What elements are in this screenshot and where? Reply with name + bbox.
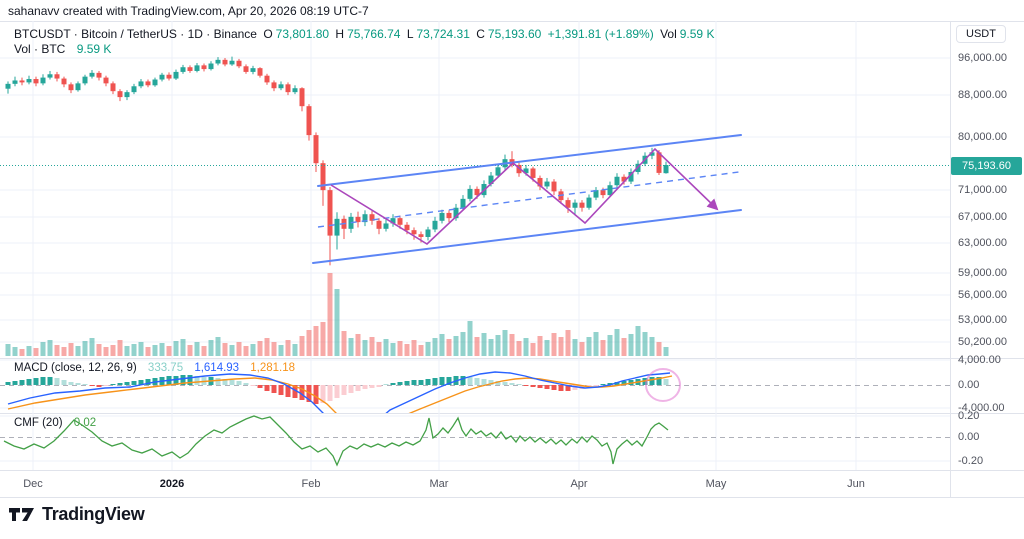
attribution-text: sahanavv created with TradingView.com, A…	[8, 4, 369, 18]
price-axis-divider[interactable]	[950, 21, 951, 497]
ohlc-h-value: 75,766.74	[347, 27, 401, 41]
cmf-legend-value: 0.02	[73, 417, 97, 429]
time-axis-divider	[0, 470, 1024, 471]
vol-value: 9.59 K	[679, 27, 715, 41]
vol-label: Vol	[660, 27, 677, 41]
ohlc-o-value: 73,801.80	[275, 27, 330, 41]
symbol-title: BTCUSDT · Bitcoin / TetherUS · 1D · Bina…	[14, 27, 257, 41]
time-axis-label: Jun	[847, 478, 865, 490]
ohlc-l-label: L	[406, 27, 414, 41]
price-axis-label: 88,000.00	[958, 89, 1007, 101]
chart-bottom-border	[0, 497, 1024, 498]
cmf-line	[3, 415, 669, 467]
macd-signal-value: 1,281.18	[250, 362, 296, 374]
macd-pane[interactable]	[0, 358, 950, 413]
volume-legend[interactable]: Vol · BTC 9.59 K	[14, 42, 114, 56]
cmf-pane-divider[interactable]	[0, 413, 1024, 414]
time-axis-label: May	[705, 478, 727, 490]
price-axis-label: 96,000.00	[958, 52, 1007, 64]
main-price-pane[interactable]	[0, 21, 950, 358]
time-axis-label: Feb	[301, 478, 321, 490]
price-axis-label: 53,000.00	[958, 314, 1007, 326]
macd-legend-title: MACD (close, 12, 26, 9)	[14, 362, 137, 374]
price-axis-label: 63,000.00	[958, 237, 1007, 249]
macd-highlight-ellipse	[645, 368, 681, 402]
price-axis-label: 67,000.00	[958, 211, 1007, 223]
main-svg	[0, 21, 950, 358]
macd-axis-label: 4,000.00	[958, 354, 1001, 366]
volume-legend-value: 9.59 K	[76, 42, 112, 56]
price-axis-label: 50,200.00	[958, 336, 1007, 348]
tradingview-wordmark: TradingView	[42, 504, 145, 524]
macd-legend[interactable]: MACD (close, 12, 26, 9) 333.75 1,614.93 …	[14, 362, 298, 374]
macd-axis-label: -4,000.00	[958, 402, 1005, 414]
tradingview-logo-icon	[9, 507, 34, 521]
currency-label: USDT	[956, 25, 1006, 43]
ohlc-o-label: O	[263, 27, 273, 41]
candles	[5, 56, 669, 266]
symbol-legend[interactable]: BTCUSDT · Bitcoin / TetherUS · 1D · Bina…	[14, 27, 717, 41]
cmf-axis-label: -0.20	[958, 455, 984, 467]
price-axis-label: 80,000.00	[958, 131, 1007, 143]
time-axis-label: 2026	[159, 478, 185, 490]
macd-line-value: 1,614.93	[194, 362, 240, 374]
ohlc-c-label: C	[476, 27, 485, 41]
macd-histogram	[5, 375, 669, 404]
volume-legend-title: Vol · BTC	[14, 42, 66, 56]
cmf-axis-label: 0.20	[958, 410, 980, 422]
ohlc-c-value: 75,193.60	[487, 27, 542, 41]
cmf-legend-title: CMF (20)	[14, 417, 63, 429]
macd-signal-line	[7, 375, 673, 413]
price-axis-label: 56,000.00	[958, 289, 1007, 301]
macd-hist-value: 333.75	[147, 362, 184, 374]
cmf-axis-label: 0.00	[958, 431, 980, 443]
macd-svg	[0, 358, 950, 413]
time-axis-label: Apr	[570, 478, 588, 490]
time-axis-label: Dec	[23, 478, 43, 490]
ohlc-l-value: 73,724.31	[416, 27, 470, 41]
tradingview-logo[interactable]: TradingView	[8, 504, 145, 525]
ohlc-h-label: H	[335, 27, 345, 41]
price-axis-label: 59,000.00	[958, 267, 1007, 279]
last-price-badge: 75,193.60	[951, 157, 1022, 175]
macd-main-line	[7, 371, 671, 413]
chart-top-border	[0, 21, 1024, 22]
macd-axis-label: 0.00	[958, 379, 980, 391]
macd-pane-divider[interactable]	[0, 358, 1024, 359]
cmf-svg	[0, 413, 950, 470]
volume-bars	[5, 273, 669, 356]
change-value: +1,391.81 (+1.89%)	[547, 27, 654, 41]
time-axis-label: Mar	[429, 478, 449, 490]
cmf-legend[interactable]: CMF (20) 0.02	[14, 417, 99, 429]
price-axis-label: 71,000.00	[958, 184, 1007, 196]
cmf-pane[interactable]	[0, 413, 950, 470]
